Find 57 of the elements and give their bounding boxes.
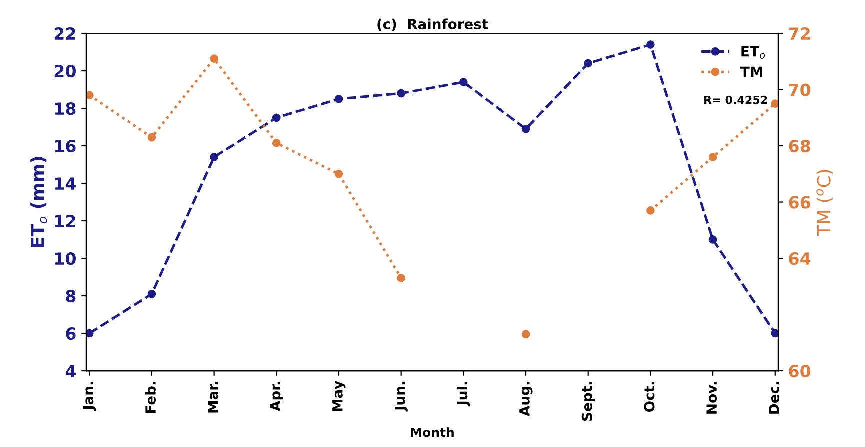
- y-tick-label: 4: [66, 365, 76, 378]
- point: [646, 40, 655, 49]
- y-tick-label: 10: [55, 252, 76, 266]
- point: [771, 329, 778, 338]
- x-tick-label: Oct.: [644, 382, 655, 412]
- y2-tick-label: 64: [789, 252, 811, 266]
- x-tick-label: Jul.: [456, 382, 470, 407]
- x-tick-label: Mar.: [208, 382, 218, 413]
- legend-label: TM: [740, 66, 762, 77]
- point: [148, 133, 156, 142]
- point: [86, 91, 94, 100]
- y2-tick-label: 60: [789, 364, 811, 378]
- x-tick-label: Aug.: [520, 382, 533, 417]
- y2-tick-label: 70: [789, 84, 811, 96]
- point: [334, 94, 344, 104]
- y-tick-label: 18: [55, 102, 76, 116]
- y-tick-label: 20: [54, 64, 76, 78]
- x-tick-label: Jan.: [83, 382, 96, 412]
- x-tick-label: Sept.: [582, 382, 596, 422]
- annotation: R= 0.4252: [704, 96, 768, 104]
- x-tick-label: May: [332, 380, 346, 412]
- point: [522, 124, 530, 134]
- x-axis-title: Month: [411, 428, 454, 438]
- y2-axis-title: TM ($^{o}$C): [816, 170, 833, 236]
- y2-tick-label: 72: [789, 27, 810, 40]
- y-tick-label: 22: [54, 27, 76, 40]
- point: [334, 170, 344, 178]
- point: [397, 274, 406, 282]
- x-tick-label: Jun.: [395, 382, 408, 412]
- point: [210, 153, 218, 162]
- point: [584, 59, 593, 68]
- point: [460, 78, 468, 86]
- point: [210, 54, 218, 64]
- point: [397, 89, 406, 98]
- chart-title: (c) Rainforest: [378, 18, 488, 32]
- y-tick-label: 16: [55, 140, 76, 153]
- y-axis-title: ET$_{o}$ (mm): [30, 157, 48, 248]
- point: [708, 236, 718, 244]
- point: [86, 329, 94, 338]
- x-tick-label: Nov.: [706, 382, 718, 414]
- point: [646, 206, 655, 215]
- point: [708, 153, 718, 162]
- x-tick-label: Dec.: [769, 382, 780, 414]
- y2-tick-label: 66: [789, 196, 811, 209]
- x-tick-label: Feb.: [145, 382, 156, 414]
- point: [148, 290, 156, 298]
- y-tick-label: 6: [66, 327, 76, 340]
- legend-label: ET$_{o}$: [742, 46, 766, 59]
- x-tick-label: Apr.: [270, 382, 284, 412]
- y-tick-label: 12: [55, 214, 76, 228]
- point: [522, 330, 530, 339]
- y-tick-label: 14: [55, 178, 76, 190]
- point: [272, 139, 281, 148]
- point: [771, 100, 778, 108]
- y-tick-label: 8: [66, 290, 76, 303]
- point: [272, 114, 281, 122]
- y2-tick-label: 68: [789, 140, 810, 153]
